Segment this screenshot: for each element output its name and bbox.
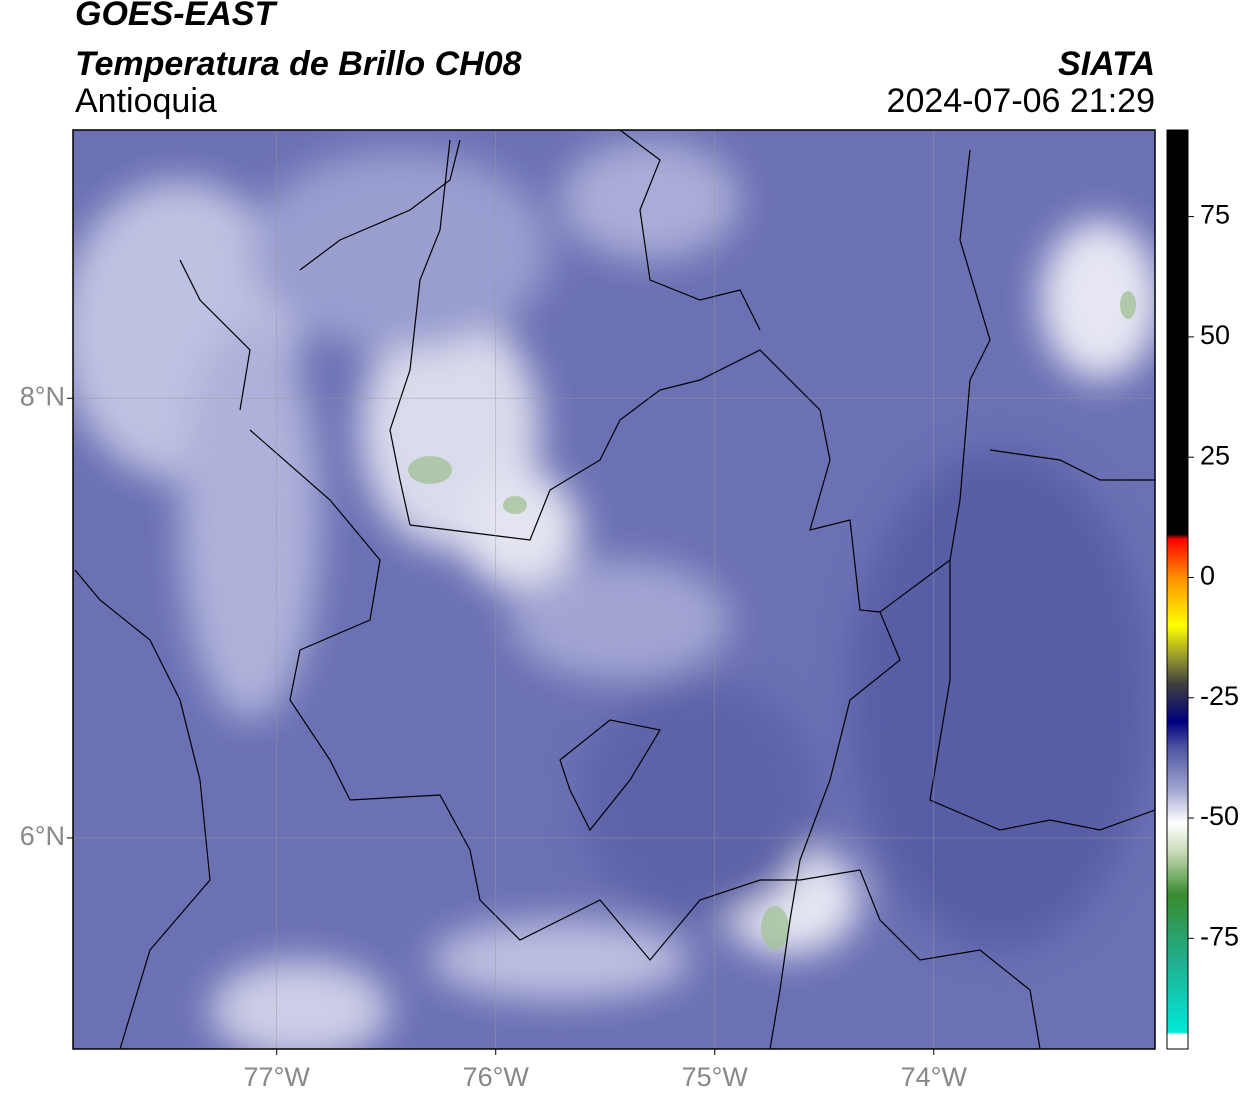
datetime: 2024-07-06 21:29 — [887, 82, 1155, 120]
x-tick-label: 77°W — [244, 1062, 311, 1092]
colorbar-tick-label: -50 — [1200, 801, 1239, 831]
x-tick-label: 76°W — [463, 1062, 530, 1092]
x-tick-label: 74°W — [901, 1062, 968, 1092]
colorbar-tick-label: 50 — [1200, 320, 1230, 350]
colorbar-tick-label: -25 — [1200, 681, 1239, 711]
colorbar — [1166, 129, 1189, 1050]
map-image — [73, 130, 1155, 1049]
region: Antioquia — [75, 82, 217, 120]
colorbar-tick-label: 75 — [1200, 200, 1230, 230]
y-tick-label: 8°N — [20, 381, 65, 411]
colorbar-tick-label: 0 — [1200, 561, 1215, 591]
product: Temperatura de Brillo CH08 — [75, 45, 522, 83]
colorbar-tick-label: -75 — [1200, 921, 1239, 951]
colorbar-tick-label: 25 — [1200, 440, 1230, 470]
source: SIATA — [1058, 45, 1155, 83]
satellite: GOES-EAST — [75, 0, 278, 33]
map-frame — [72, 129, 1156, 1050]
x-tick-label: 75°W — [682, 1062, 749, 1092]
y-tick-label: 6°N — [20, 821, 65, 851]
